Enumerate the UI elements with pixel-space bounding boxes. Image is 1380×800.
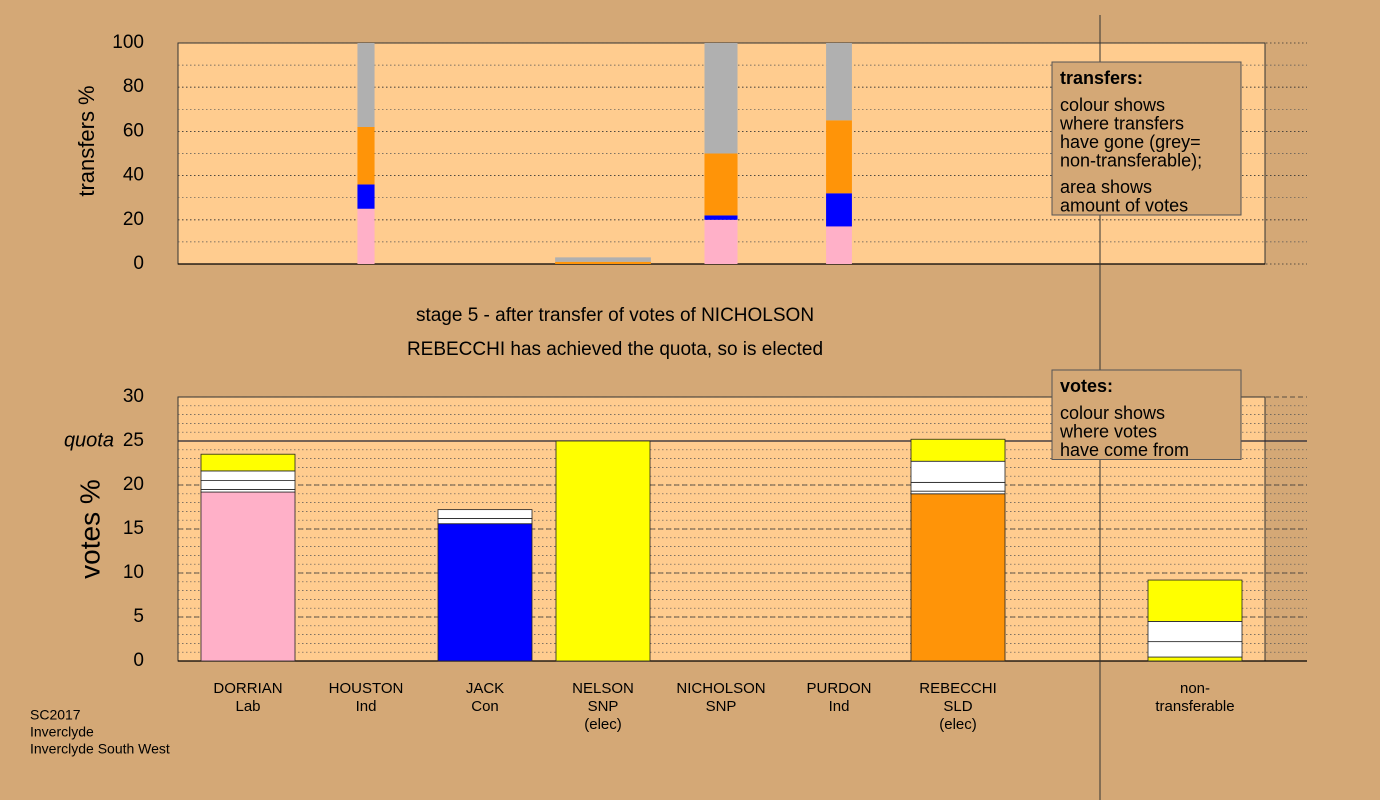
marks: [200, 43, 1243, 662]
legend-text: where votes: [1059, 421, 1157, 441]
y-tick-label: 25: [123, 430, 144, 451]
x-tick-label: SNP: [588, 698, 619, 715]
x-tick-label: HOUSTON: [329, 680, 404, 697]
bar-segment: [704, 219, 738, 264]
bar-segment: [1147, 641, 1243, 658]
x-tick-label: SNP: [706, 698, 737, 715]
bar-segment: [200, 453, 296, 472]
footer-text: SC2017: [30, 707, 81, 723]
legend-title: transfers:: [1060, 68, 1143, 88]
stage-title: REBECCHI has achieved the quota, so is e…: [407, 339, 823, 360]
bar-segment: [555, 257, 651, 262]
x-tick-label: transferable: [1155, 698, 1234, 715]
legend-text: have come from: [1060, 440, 1189, 460]
y-title: votes %: [74, 479, 105, 579]
y-tick-label: 100: [112, 32, 144, 53]
bar-segment: [357, 208, 375, 264]
x-tick-label: (elec): [584, 716, 622, 733]
x-tick-label: NELSON: [572, 680, 634, 697]
x-tick-label: JACK: [466, 680, 504, 697]
y-tick-label: 20: [123, 474, 144, 495]
legend-text: area shows: [1060, 177, 1152, 197]
y-tick-label: 10: [123, 562, 144, 583]
legend-text: where transfers: [1059, 113, 1184, 133]
bar-segment: [1147, 656, 1243, 662]
y-tick-label: 15: [123, 518, 144, 539]
bar-segment: [826, 120, 852, 194]
x-tick-label: Lab: [235, 698, 260, 715]
bar-segment: [826, 43, 852, 121]
legend-text: amount of votes: [1060, 195, 1188, 215]
y-tick-label: 30: [123, 386, 144, 407]
bar-segment: [704, 215, 738, 220]
y-tick-label: 20: [123, 209, 144, 230]
y-tick-label: 0: [133, 650, 144, 671]
x-tick-label: DORRIAN: [213, 680, 282, 697]
bar-segment: [910, 438, 1006, 462]
legend-text: colour shows: [1060, 403, 1165, 423]
bar-segment: [1147, 579, 1243, 622]
bar-segment: [357, 126, 375, 185]
y-tick-label: 40: [123, 165, 144, 186]
bar-segment: [437, 518, 533, 525]
bar-segment: [437, 523, 533, 662]
bar-segment: [357, 184, 375, 209]
bar-segment: [357, 43, 375, 127]
y-title: transfers %: [74, 85, 99, 196]
bar-segment: [200, 480, 296, 490]
bar-segment: [826, 193, 852, 227]
x-tick-label: REBECCHI: [919, 680, 997, 697]
x-tick-label: Ind: [829, 698, 850, 715]
y-tick-label: 80: [123, 76, 144, 97]
y-tick-label: 0: [133, 253, 144, 274]
y-tick-label: 5: [133, 606, 144, 627]
stage-title: stage 5 - after transfer of votes of NIC…: [416, 305, 814, 326]
footer-text: Inverclyde: [30, 724, 94, 740]
x-tick-label: Con: [471, 698, 499, 715]
quota-label: quota: [64, 429, 114, 451]
x-tick-label: NICHOLSON: [676, 680, 765, 697]
legend-title: votes:: [1060, 376, 1113, 396]
bar-segment: [555, 261, 651, 264]
bar-segment: [1147, 621, 1243, 643]
legend-text: non-transferable);: [1060, 150, 1202, 170]
legend-box: [1051, 369, 1242, 460]
footer-text: Inverclyde South West: [30, 741, 170, 757]
bar-segment: [910, 460, 1006, 483]
legend-text: colour shows: [1060, 95, 1165, 115]
y-tick-label: 60: [123, 120, 144, 141]
bar-segment: [437, 509, 533, 519]
bar-segment: [200, 470, 296, 482]
x-tick-label: PURDON: [806, 680, 871, 697]
bar-segment: [704, 43, 738, 154]
bar-segment: [826, 226, 852, 264]
bar-segment: [555, 440, 651, 662]
legend-text: have gone (grey=: [1060, 132, 1201, 152]
bar-segment: [910, 481, 1006, 492]
x-tick-label: SLD: [943, 698, 972, 715]
bar-segment: [200, 491, 296, 662]
x-tick-label: Ind: [356, 698, 377, 715]
bar-segment: [704, 153, 738, 216]
x-tick-label: (elec): [939, 716, 977, 733]
bar-segment: [910, 493, 1006, 662]
x-tick-label: non-: [1180, 680, 1210, 697]
legend-box: [1051, 61, 1242, 216]
